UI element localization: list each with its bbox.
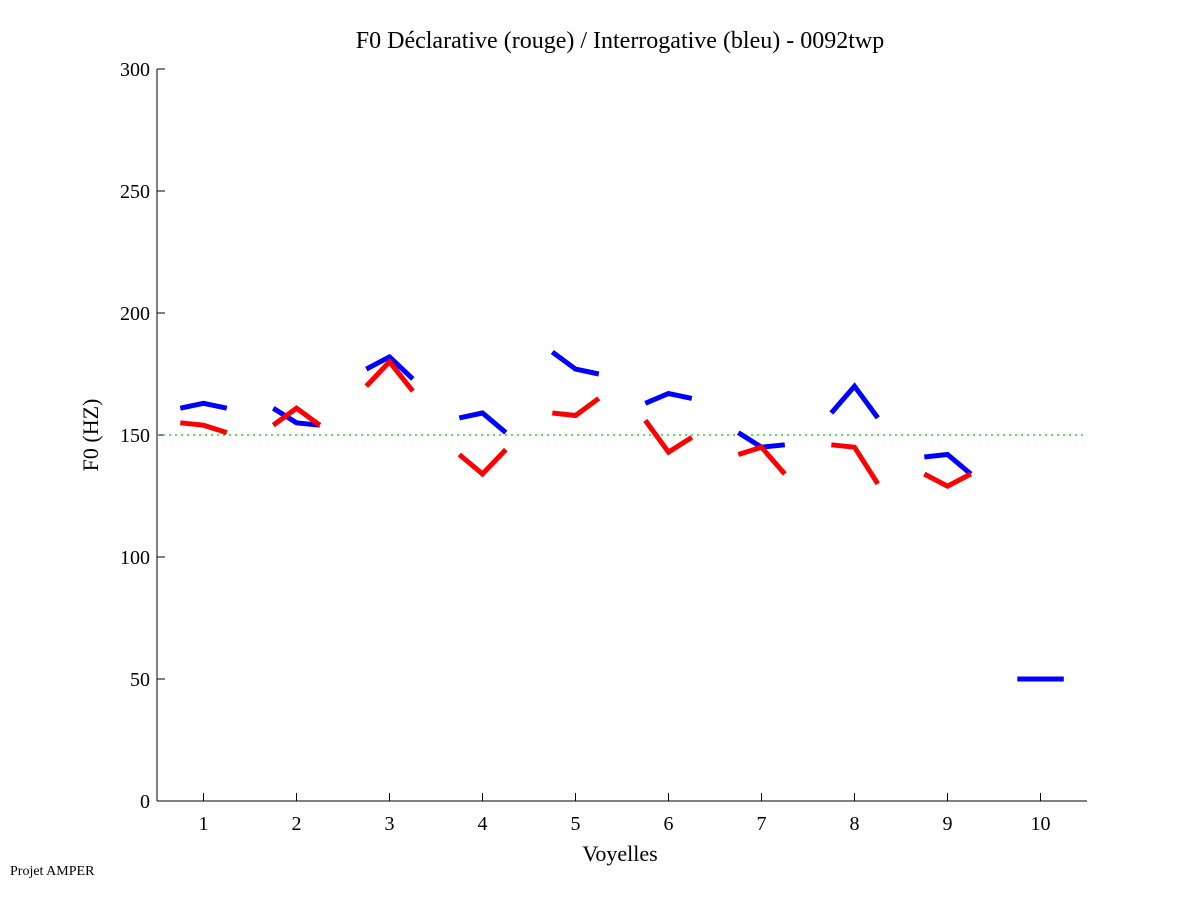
interrogative-segment-vowel-1 <box>179 400 228 411</box>
y-tick-label: 100 <box>120 547 150 569</box>
declarative-segment-vowel-6 <box>643 418 694 456</box>
declarative-segment-vowel-5 <box>552 396 601 419</box>
interrogative-segment-vowel-4 <box>458 410 508 435</box>
x-tick-label: 9 <box>943 813 953 835</box>
y-axis-label: F0 (HZ) <box>78 399 103 472</box>
x-tick-label: 1 <box>199 813 209 835</box>
interrogative-segment-vowel-3 <box>365 353 415 381</box>
y-tick-label: 50 <box>130 669 150 691</box>
x-tick-label: 10 <box>1031 813 1051 835</box>
interrogative-segment-vowel-6 <box>644 390 693 406</box>
chart-title: F0 Déclarative (rouge) / Interrogative (… <box>356 28 884 54</box>
interrogative-segment-vowel-9 <box>924 451 973 476</box>
declarative-segment-vowel-3 <box>364 357 415 393</box>
declarative-segment-vowel-8 <box>831 442 880 486</box>
declarative-segment-vowel-4 <box>457 447 508 478</box>
y-tick-label: 250 <box>120 181 150 203</box>
x-tick-label: 5 <box>571 813 581 835</box>
y-tick-label: 200 <box>120 303 150 325</box>
declarative-segment-vowel-1 <box>180 420 228 435</box>
y-tick-label: 0 <box>140 791 150 813</box>
y-tick-label: 300 <box>120 59 150 81</box>
x-tick-label: 7 <box>757 813 767 835</box>
x-tick-label: 4 <box>478 813 488 835</box>
interrogative-segment-vowel-8 <box>829 382 880 420</box>
x-tick-label: 8 <box>850 813 860 835</box>
x-tick-label: 2 <box>292 813 302 835</box>
x-tick-label: 6 <box>664 813 674 835</box>
y-tick-label: 150 <box>120 425 150 447</box>
declarative-segment-vowel-2 <box>271 405 322 428</box>
x-tick-label: 3 <box>385 813 395 835</box>
footer-credit: Projet AMPER <box>10 864 95 879</box>
declarative-segment-vowel-7 <box>737 444 787 476</box>
interrogative-segment-vowel-5 <box>550 349 600 377</box>
x-axis-label: Voyelles <box>582 841 657 866</box>
interrogative-segment-vowel-2 <box>271 406 321 428</box>
declarative-segment-vowel-9 <box>923 471 972 490</box>
